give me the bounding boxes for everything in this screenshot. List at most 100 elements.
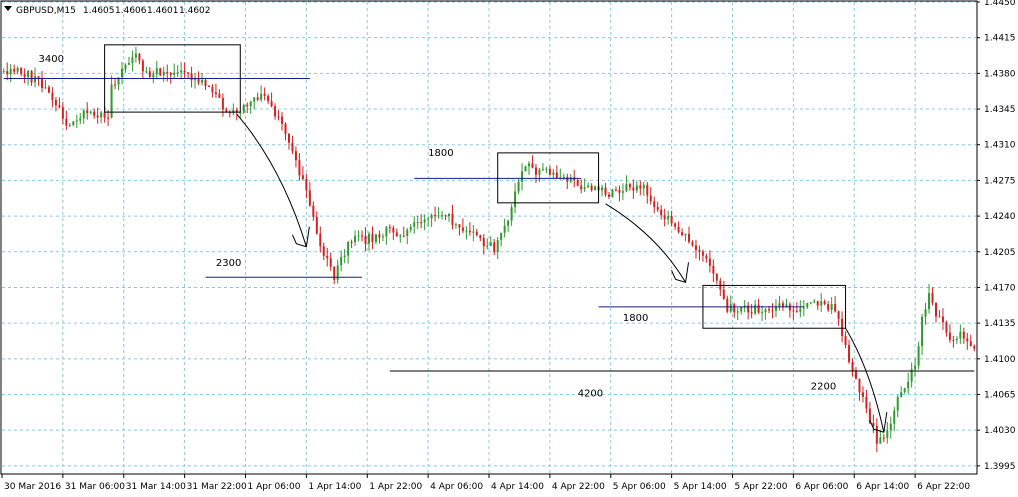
candle-body: [441, 215, 444, 217]
candle-body: [757, 304, 760, 313]
candle: [246, 102, 249, 114]
candle: [830, 297, 833, 314]
candle-body: [653, 201, 656, 208]
candle: [82, 108, 85, 124]
candle-body: [674, 223, 677, 227]
candle: [834, 296, 837, 313]
arrowhead-icon: [869, 412, 888, 433]
candle: [381, 233, 384, 242]
candle-body: [263, 93, 266, 96]
candle: [270, 92, 273, 108]
candle-body: [781, 303, 784, 308]
y-tick-label: 1.4030: [984, 426, 1016, 436]
candle-body: [347, 241, 350, 256]
candle: [841, 311, 844, 343]
candle-body: [583, 187, 586, 190]
candles-layer: [2, 46, 976, 453]
candle-body: [6, 71, 9, 75]
candle: [281, 112, 284, 131]
candle: [621, 183, 624, 200]
candle-body: [124, 64, 127, 69]
candle-body: [646, 184, 649, 196]
chart-grid: [2, 1, 976, 473]
candle: [764, 307, 767, 320]
candle-body: [13, 68, 16, 72]
candle: [576, 179, 579, 187]
x-tick-label: 6 Apr 06:00: [795, 482, 848, 492]
candle: [587, 182, 590, 188]
trend-arrow: [236, 113, 307, 247]
candle-body: [89, 111, 92, 113]
candle: [114, 79, 117, 90]
candle: [614, 186, 617, 192]
candle-body: [374, 234, 377, 242]
candle-body: [712, 265, 715, 274]
candle-body: [517, 181, 520, 192]
candle: [639, 180, 642, 196]
candle: [719, 277, 722, 296]
candle-body: [872, 422, 875, 426]
candle: [364, 227, 367, 252]
candle-body: [649, 195, 652, 202]
candle-body: [740, 307, 743, 312]
candle: [872, 414, 875, 434]
candle: [274, 103, 277, 120]
pip-annotation: 2300: [216, 258, 241, 269]
candle-body: [562, 176, 565, 178]
candle-body: [489, 242, 492, 246]
annotation-layer: 3400 2300 1800 1800 4200 2200: [3, 44, 975, 433]
candle-body: [23, 73, 26, 77]
y-tick-label: 1.4415: [984, 34, 1016, 44]
candle: [173, 63, 176, 79]
candle: [698, 245, 701, 261]
candle: [326, 247, 329, 267]
candle-body: [58, 105, 61, 108]
candle: [966, 332, 969, 350]
candle: [541, 163, 544, 172]
candle-body: [858, 378, 861, 393]
candle-body: [931, 293, 934, 303]
candle: [145, 66, 148, 74]
candle-body: [221, 97, 224, 110]
candle: [388, 224, 391, 234]
candle: [806, 302, 809, 310]
range-box: [104, 44, 241, 113]
candle-body: [834, 303, 837, 312]
candle-body: [274, 106, 277, 117]
candle-body: [621, 191, 624, 193]
candle: [952, 335, 955, 348]
candle: [479, 234, 482, 241]
candle-body: [962, 331, 965, 339]
candle-body: [851, 361, 854, 371]
candle: [277, 110, 280, 121]
candle-body: [27, 71, 30, 77]
candle-body: [566, 176, 569, 182]
candle: [228, 110, 231, 118]
x-tick-label: 1 Apr 14:00: [308, 482, 361, 492]
candle: [493, 239, 496, 256]
candle: [9, 64, 12, 83]
candle: [604, 183, 607, 197]
candle: [312, 201, 315, 221]
candle-body: [677, 226, 680, 233]
candle-body: [528, 163, 531, 167]
candle-body: [921, 316, 924, 347]
candle: [253, 97, 256, 110]
candle: [399, 233, 402, 243]
y-tick-label: 1.4310: [984, 141, 1016, 151]
candle-body: [340, 256, 343, 266]
candle: [444, 214, 447, 221]
header-price-3: 1.4601: [147, 6, 179, 16]
candle-body: [281, 116, 284, 124]
candle-body: [51, 92, 54, 101]
candle-body: [423, 219, 426, 223]
candle-body: [907, 381, 910, 389]
candle: [761, 305, 764, 321]
candle: [169, 72, 172, 84]
candle: [437, 207, 440, 219]
candle-body: [399, 235, 402, 237]
candle: [566, 173, 569, 189]
candle-body: [68, 125, 71, 127]
candle: [336, 259, 339, 284]
candle: [155, 60, 158, 80]
